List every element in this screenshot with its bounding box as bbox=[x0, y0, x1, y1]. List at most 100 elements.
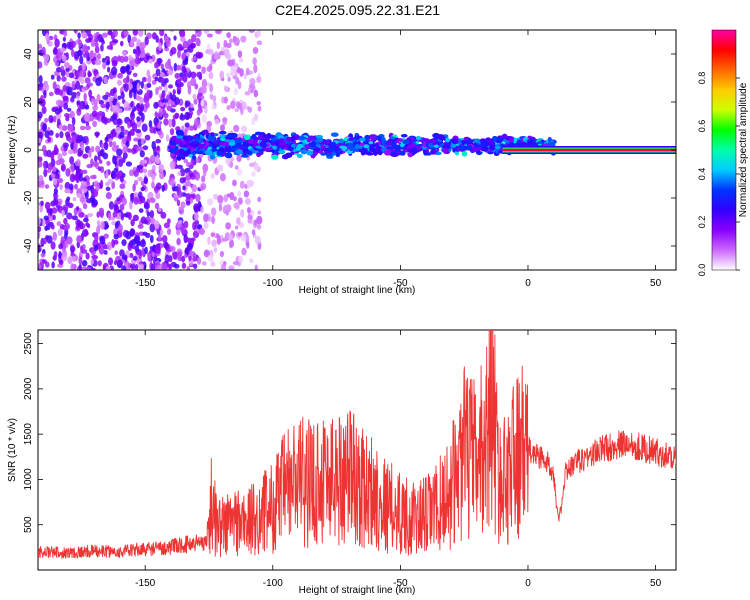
heatmap-cell bbox=[108, 257, 114, 266]
heatmap-cell bbox=[101, 32, 108, 38]
heatmap-cell bbox=[229, 69, 236, 77]
heatmap-cell bbox=[138, 30, 144, 37]
heatmap-cell bbox=[103, 233, 109, 239]
heatmap-cell bbox=[130, 193, 134, 201]
heatmap-cell bbox=[196, 257, 202, 265]
heatmap-cell bbox=[523, 142, 528, 147]
heatmap-cell bbox=[155, 138, 162, 144]
heatmap-cell bbox=[240, 125, 248, 133]
heatmap-cell bbox=[494, 145, 501, 150]
heatmap-cell bbox=[134, 263, 139, 270]
heatmap-cell bbox=[140, 186, 145, 192]
heatmap-cell bbox=[54, 61, 60, 67]
heatmap-cell bbox=[144, 36, 149, 46]
heatmap-cell bbox=[216, 235, 222, 245]
heatmap-cell bbox=[82, 203, 88, 210]
heatmap-cell bbox=[48, 114, 54, 124]
heatmap-cell bbox=[83, 92, 87, 102]
heatmap-cell bbox=[348, 146, 356, 152]
heatmap-cell bbox=[158, 163, 164, 173]
heatmap-cell bbox=[205, 142, 210, 146]
heatmap-cell bbox=[66, 236, 73, 245]
heatmap-cell bbox=[372, 149, 378, 156]
heatmap-cell bbox=[194, 171, 201, 181]
heatmap-cell bbox=[495, 139, 503, 144]
heatmap-cell bbox=[194, 83, 199, 90]
heatmap-cell bbox=[66, 196, 71, 202]
snr-y-tick-label: 1000 bbox=[23, 468, 34, 491]
heatmap-cell bbox=[93, 244, 99, 252]
heatmap-cell bbox=[257, 196, 262, 203]
heatmap-cell bbox=[225, 53, 232, 60]
heatmap-cell bbox=[169, 160, 176, 170]
heatmap-cell bbox=[133, 179, 139, 186]
heatmap-cell bbox=[100, 143, 105, 149]
heatmap-cell bbox=[148, 92, 152, 99]
heatmap-cell bbox=[200, 206, 204, 214]
heatmap-cell bbox=[207, 134, 216, 141]
heatmap-cell bbox=[77, 107, 81, 112]
heatmap-cell bbox=[219, 250, 225, 258]
heatmap-cell bbox=[71, 134, 77, 143]
heatmap-cell bbox=[125, 231, 132, 240]
heatmap-cell bbox=[400, 133, 408, 138]
heatmap-cell bbox=[100, 44, 104, 52]
heatmap-cell bbox=[52, 115, 57, 123]
heatmap-cell bbox=[55, 67, 63, 73]
heatmap-cell bbox=[533, 142, 539, 147]
heatmap-cell bbox=[227, 59, 234, 67]
heatmap-cell bbox=[60, 65, 65, 71]
heatmap-cell bbox=[156, 145, 160, 152]
heatmap-cell bbox=[102, 62, 107, 70]
heatmap-cell bbox=[79, 196, 86, 203]
heatmap-cell bbox=[105, 182, 111, 187]
heatmap-cell bbox=[445, 137, 450, 143]
heatmap-cell bbox=[122, 152, 128, 159]
heatmap-cell bbox=[232, 35, 237, 43]
heatmap-cell bbox=[79, 69, 85, 78]
heatmap-cell bbox=[271, 138, 277, 142]
heatmap-cell bbox=[196, 224, 203, 230]
heatmap-cell bbox=[348, 137, 354, 141]
heatmap-cell bbox=[85, 252, 90, 260]
heatmap-cell bbox=[206, 33, 213, 38]
heatmap-cell bbox=[136, 82, 141, 92]
heatmap-cell bbox=[113, 92, 118, 99]
heatmap-cell bbox=[451, 138, 459, 145]
heatmap-cell bbox=[51, 150, 58, 156]
heatmap-cell bbox=[143, 92, 150, 102]
heatmap-cell bbox=[95, 145, 101, 153]
heatmap-cell bbox=[92, 174, 97, 180]
heatmap-cell bbox=[106, 160, 111, 166]
heatmap-cell bbox=[332, 146, 337, 152]
heatmap-cell bbox=[66, 41, 71, 50]
heatmap-cell bbox=[176, 199, 181, 207]
heatmap-cell bbox=[105, 60, 110, 66]
heatmap-cell bbox=[55, 159, 62, 166]
heatmap-cell bbox=[94, 155, 98, 163]
heatmap-cell bbox=[347, 142, 354, 148]
heatmap-cell bbox=[386, 146, 394, 150]
heatmap-cell bbox=[157, 58, 162, 66]
heatmap-cell bbox=[175, 129, 184, 135]
heatmap-cell bbox=[155, 157, 161, 165]
heatmap-cell bbox=[220, 173, 226, 182]
heatmap-cell bbox=[112, 113, 118, 120]
heatmap-cell bbox=[149, 197, 156, 204]
spectrogram-y-tick-label: 20 bbox=[23, 96, 34, 108]
heatmap-cell bbox=[141, 76, 147, 83]
heatmap-cell bbox=[129, 200, 133, 210]
heatmap-cell bbox=[90, 259, 95, 265]
heatmap-cell bbox=[154, 61, 159, 69]
colorbar-tick-label: 0.2 bbox=[697, 216, 707, 229]
heatmap-cell bbox=[212, 95, 217, 102]
heatmap-cell bbox=[161, 184, 165, 192]
heatmap-cell bbox=[133, 137, 139, 142]
heatmap-cell bbox=[127, 212, 132, 220]
heatmap-cell bbox=[122, 213, 129, 218]
heatmap-cell bbox=[75, 165, 80, 174]
heatmap-cell bbox=[94, 233, 99, 243]
heatmap-cell bbox=[38, 180, 43, 189]
heatmap-cell bbox=[193, 263, 198, 270]
heatmap-cell bbox=[220, 263, 227, 270]
